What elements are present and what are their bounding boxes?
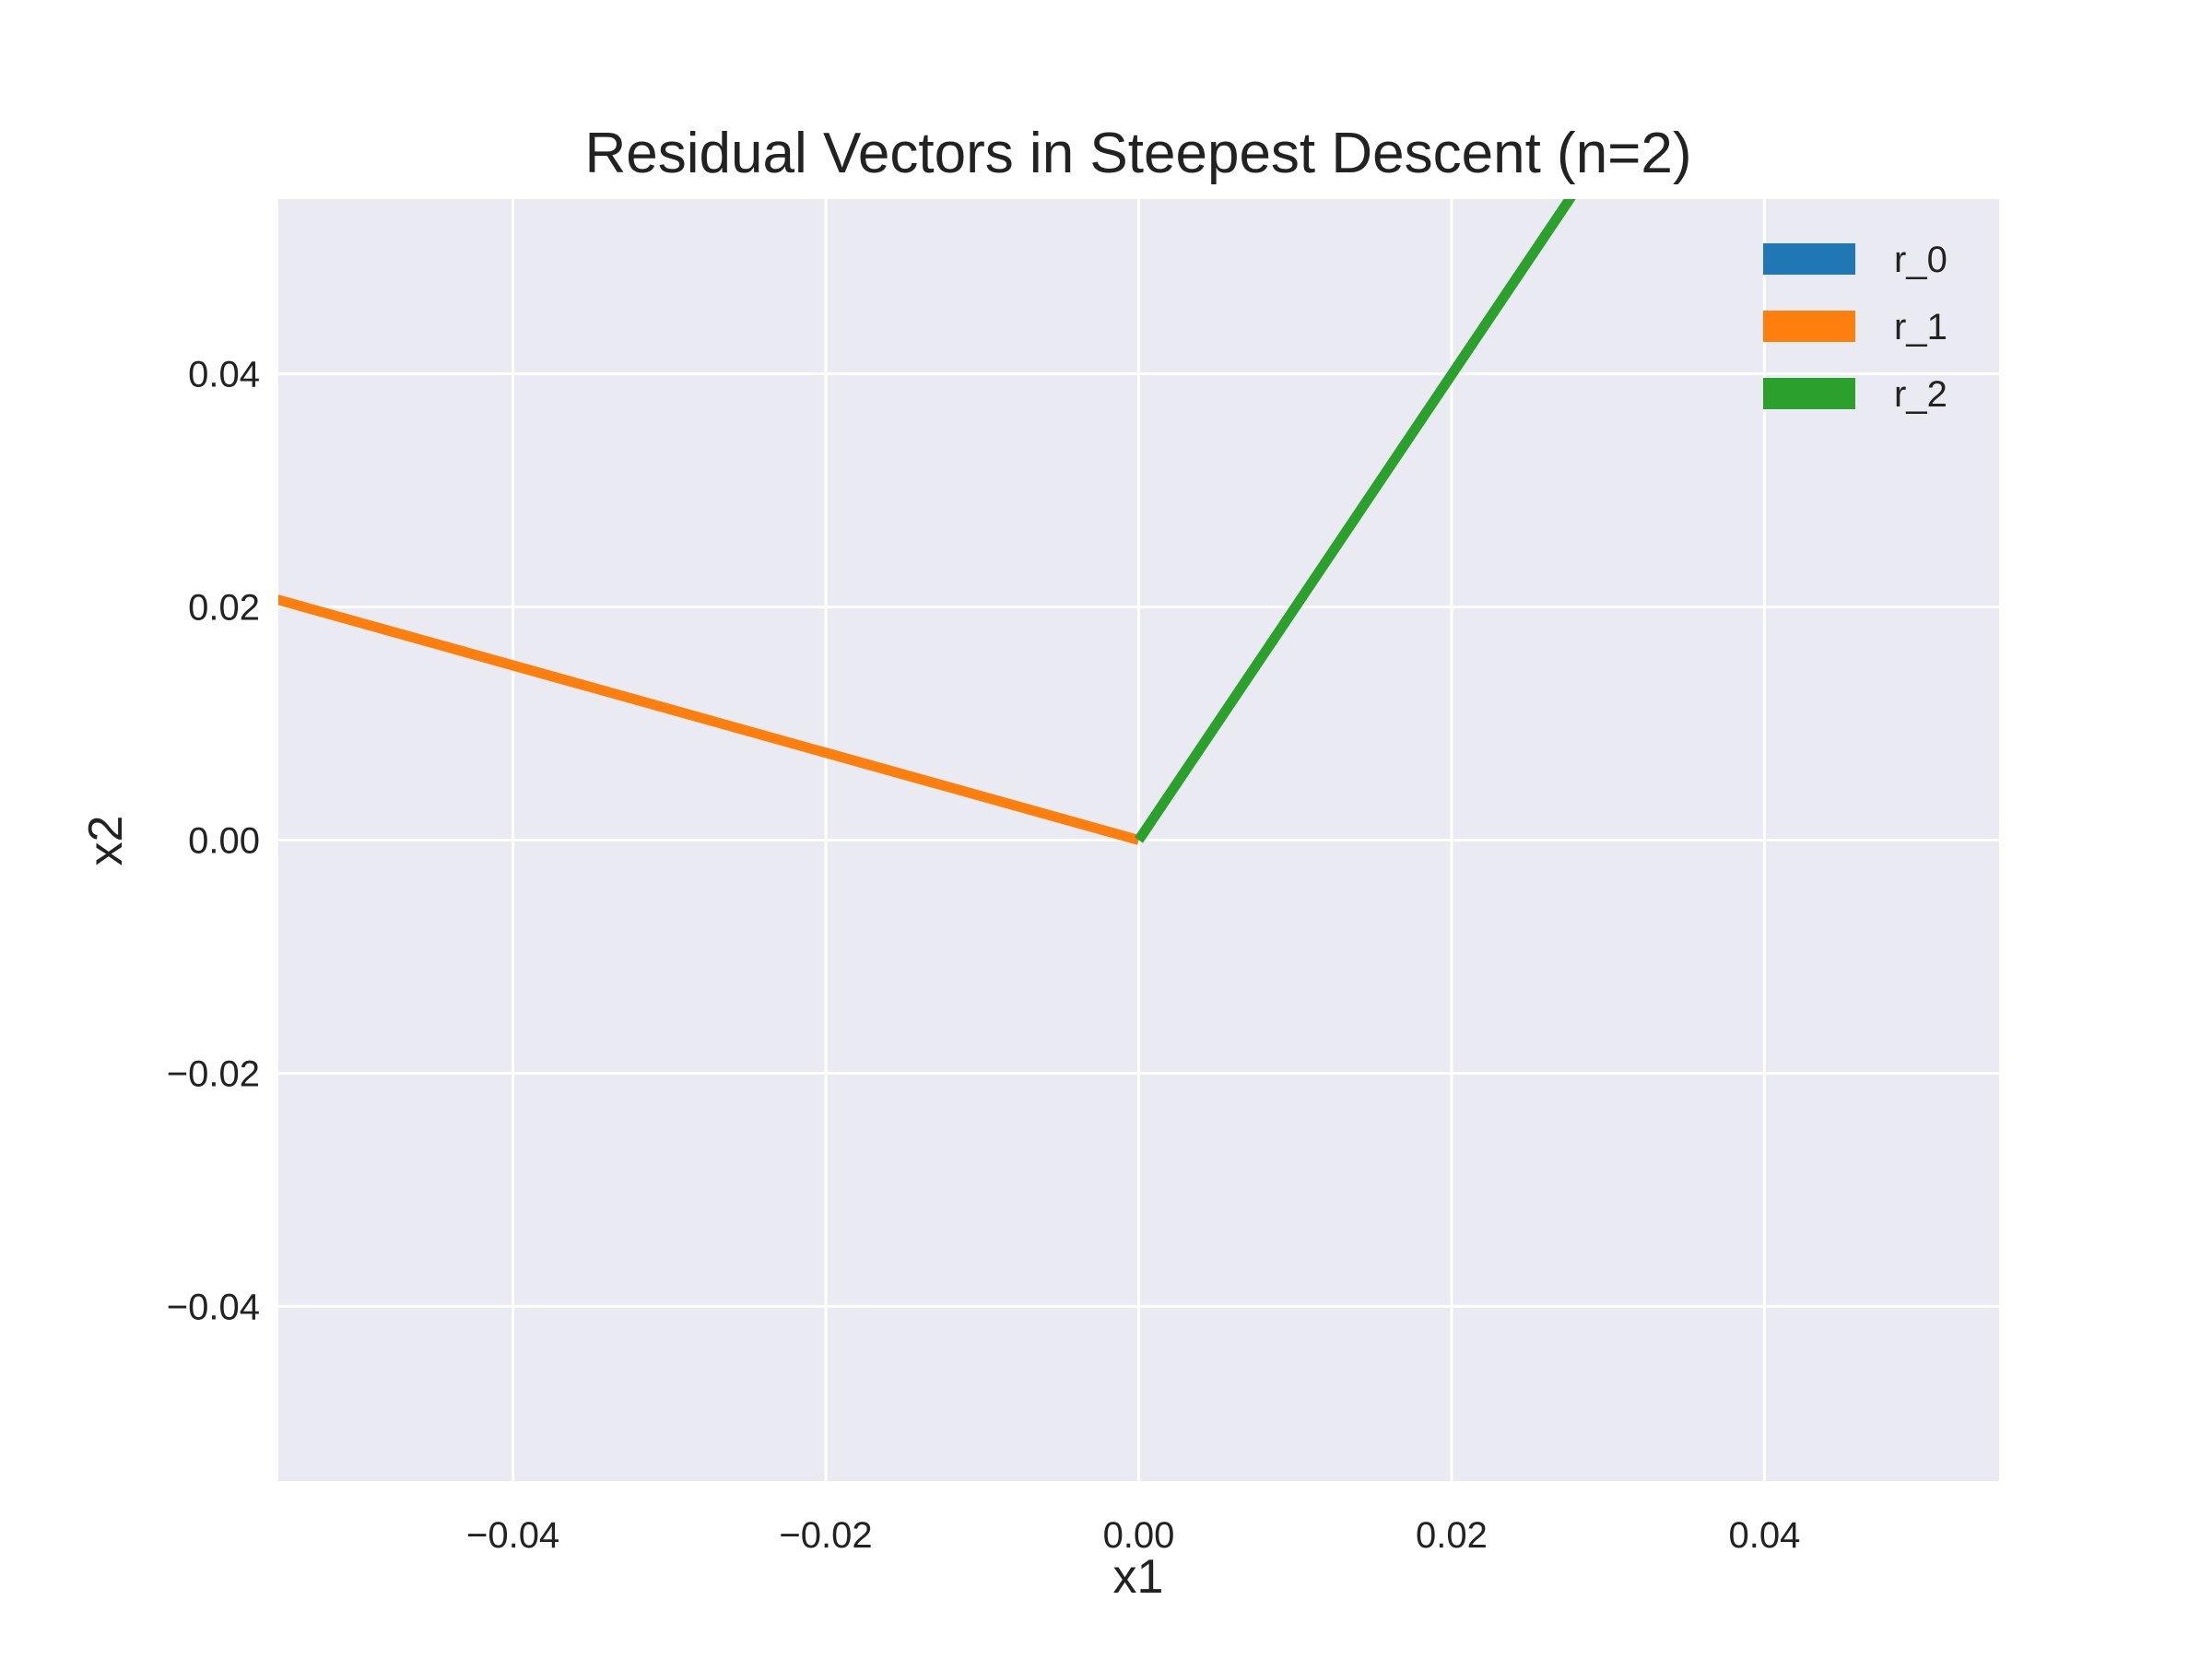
y-axis-label: x2: [79, 816, 133, 866]
y-tick-label: 0.02: [188, 588, 260, 629]
legend-label: r_2: [1894, 374, 1947, 415]
chart-title: Residual Vectors in Steepest Descent (n=…: [584, 122, 1691, 185]
x-tick-label: 0.00: [1103, 1515, 1175, 1556]
x-tick-label: −0.02: [779, 1515, 872, 1556]
legend-swatch-r_1: [1763, 311, 1855, 342]
legend: r_0 r_1 r_2: [1763, 240, 1947, 415]
ticks: −0.04 −0.02 0.00 0.02 0.04 −0.04 −0.02 0.00 0.02…: [167, 355, 1801, 1556]
legend-label: r_0: [1894, 240, 1947, 280]
legend-label: r_1: [1894, 307, 1947, 347]
x-tick-label: 0.04: [1728, 1515, 1800, 1556]
x-axis-label: x1: [1113, 1550, 1164, 1604]
y-tick-label: 0.00: [188, 821, 260, 862]
y-tick-label: 0.04: [188, 355, 260, 395]
legend-swatch-r_2: [1763, 378, 1855, 409]
y-tick-label: −0.04: [167, 1287, 260, 1327]
plot-lines: [278, 199, 1576, 845]
x-tick-label: 0.02: [1416, 1515, 1488, 1556]
legend-swatch-r_0: [1763, 243, 1855, 275]
series-line-r_1: [278, 594, 1140, 845]
x-tick-label: −0.04: [466, 1515, 559, 1556]
y-tick-label: −0.02: [167, 1053, 260, 1094]
series-line-r_2: [1134, 199, 1576, 843]
